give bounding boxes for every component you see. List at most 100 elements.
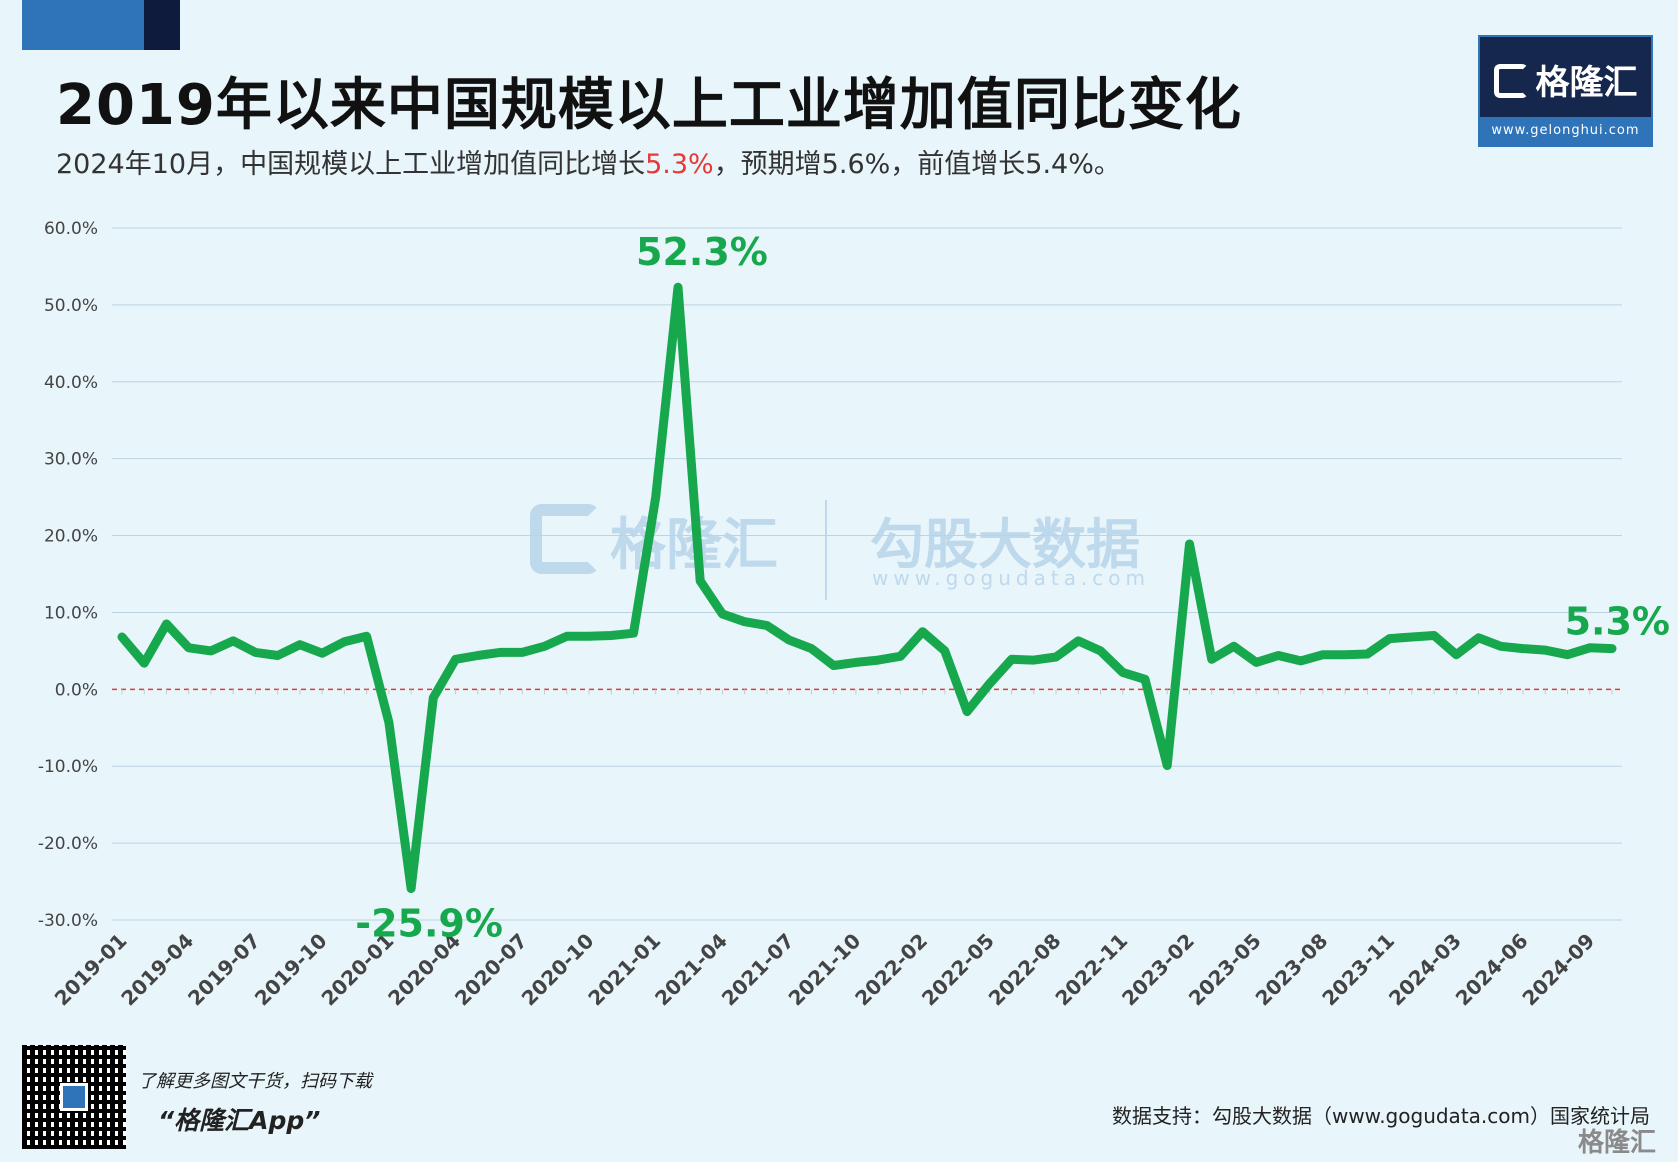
y-tick-label: 60.0%	[44, 219, 98, 239]
y-tick-label: 50.0%	[44, 296, 98, 316]
data-point	[1433, 635, 1435, 637]
data-label: -25.9%	[355, 901, 503, 945]
grid-layer	[112, 227, 1622, 921]
brand-logo: 格隆汇	[1480, 55, 1651, 104]
data-point	[388, 721, 390, 723]
subtitle-text-post: ，预期增5.6%，前值增长5.4%。	[713, 149, 1121, 180]
g-logo-icon	[1493, 64, 1528, 98]
data-point	[588, 635, 590, 637]
data-point	[877, 659, 879, 661]
data-point	[744, 621, 746, 623]
top-accent-bar	[22, 0, 144, 50]
data-point	[632, 632, 634, 634]
data-point	[1478, 637, 1480, 639]
data-point	[499, 651, 501, 653]
annotations-layer: 52.3% -25.9% 5.3%	[355, 230, 1670, 945]
footer-brand: 格隆汇	[1577, 1128, 1656, 1158]
data-point	[121, 636, 123, 638]
x-tick-label: 2020-10	[517, 929, 599, 1011]
y-tick-label: -10.0%	[38, 757, 98, 777]
x-tick-label: 2023-05	[1184, 929, 1266, 1011]
data-point	[188, 647, 190, 649]
data-point	[521, 651, 523, 653]
data-point	[343, 641, 345, 643]
x-tick-label: 2023-11	[1317, 929, 1399, 1011]
data-point	[366, 635, 368, 637]
series-layer	[117, 282, 1617, 893]
data-point	[254, 651, 256, 653]
x-tick-label: 2019-04	[116, 929, 198, 1011]
data-point	[1122, 671, 1124, 673]
data-point	[1055, 656, 1057, 658]
data-point	[810, 648, 812, 650]
data-point	[1589, 647, 1591, 649]
subtitle-highlight-value: 5.3%	[645, 149, 714, 180]
brand-url: www.gelonghui.com	[1480, 117, 1651, 145]
chart-title: 2019年以来中国规模以上工业增加值同比变化	[56, 73, 1242, 138]
x-tick-label: 2021-07	[717, 929, 799, 1011]
data-point	[1255, 661, 1257, 663]
x-axis: 2019-012019-042019-072019-102020-012020-…	[50, 929, 1600, 1011]
data-point	[655, 496, 657, 498]
x-tick-label: 2022-11	[1050, 929, 1132, 1011]
data-point	[1522, 648, 1524, 650]
data-point	[544, 645, 546, 647]
brand-logo-box[interactable]: 格隆汇 www.gelonghui.com	[1478, 35, 1653, 147]
data-point	[1411, 636, 1413, 638]
data-point	[1077, 640, 1079, 642]
data-point	[1144, 678, 1146, 680]
data-point	[410, 887, 412, 889]
data-point	[477, 655, 479, 657]
x-tick-label: 2022-05	[917, 929, 999, 1011]
y-tick-label: -30.0%	[38, 911, 98, 931]
data-point	[455, 658, 457, 660]
data-point	[232, 640, 234, 642]
data-label: 52.3%	[636, 230, 768, 274]
top-accent-bar-dark	[144, 0, 180, 50]
data-point	[1322, 654, 1324, 656]
data-point	[677, 286, 679, 288]
line-chart: 60.0% 50.0% 40.0% 30.0% 20.0% 10.0% 0.0% -10.0%…	[38, 219, 1670, 1011]
data-point	[1455, 654, 1457, 656]
data-point	[277, 655, 279, 657]
data-point	[1277, 655, 1279, 657]
x-tick-label: 2021-04	[650, 929, 732, 1011]
qr-logo-icon	[60, 1083, 88, 1111]
data-point	[1011, 658, 1013, 660]
data-point	[610, 635, 612, 637]
y-tick-label: 10.0%	[44, 603, 98, 623]
y-tick-label: 0.0%	[55, 680, 98, 700]
data-point	[1166, 764, 1168, 766]
data-point	[1344, 654, 1346, 656]
y-tick-label: 30.0%	[44, 450, 98, 470]
data-point	[833, 664, 835, 666]
data-point	[721, 613, 723, 615]
app-name: “格隆汇App”	[158, 1106, 321, 1135]
data-point	[1500, 645, 1502, 647]
y-tick-label: 40.0%	[44, 373, 98, 393]
x-tick-label: 2022-02	[850, 929, 932, 1011]
data-point	[1611, 648, 1613, 650]
x-tick-label: 2023-08	[1251, 929, 1333, 1011]
data-point	[299, 644, 301, 646]
data-point	[988, 683, 990, 685]
data-point	[1100, 650, 1102, 652]
data-point	[855, 661, 857, 663]
brand-name: 格隆汇	[1535, 63, 1638, 103]
data-point	[699, 580, 701, 582]
data-point	[1389, 638, 1391, 640]
data-point	[566, 635, 568, 637]
qr-code[interactable]	[22, 1045, 126, 1149]
data-point	[210, 650, 212, 652]
data-point	[1211, 658, 1213, 660]
subtitle-text-pre: 2024年10月，中国规模以上工业增加值同比增长	[56, 149, 646, 180]
x-tick-label: 2021-01	[583, 929, 665, 1011]
x-tick-label: 2024-03	[1384, 929, 1466, 1011]
data-point	[1033, 659, 1035, 661]
y-axis: 60.0% 50.0% 40.0% 30.0% 20.0% 10.0% 0.0% -10.0%…	[38, 219, 98, 931]
y-tick-label: -20.0%	[38, 834, 98, 854]
x-tick-label: 2024-09	[1517, 929, 1599, 1011]
data-point	[165, 623, 167, 625]
data-point	[1233, 645, 1235, 647]
chart-subtitle: 2024年10月，中国规模以上工业增加值同比增长5.3%，预期增5.6%，前值增…	[56, 142, 1121, 181]
